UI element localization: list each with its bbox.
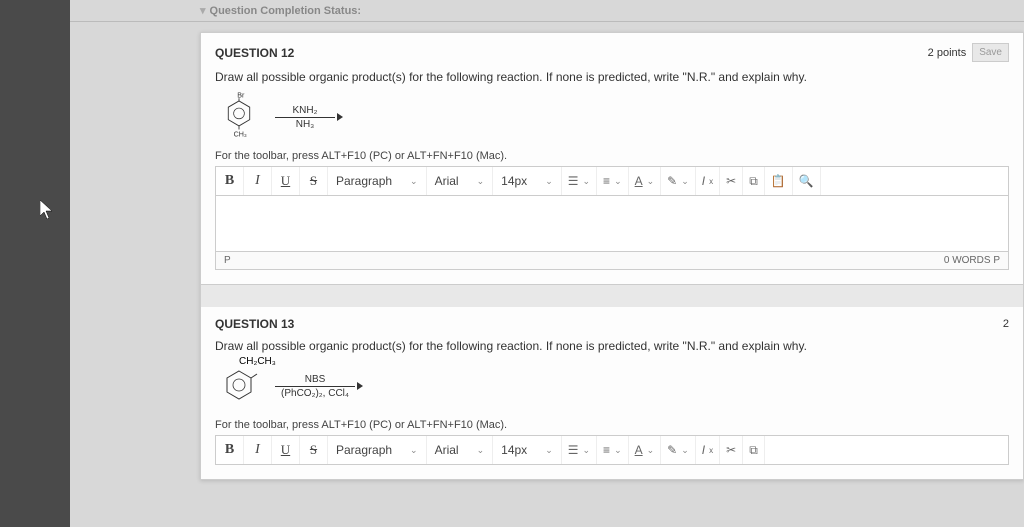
- highlight-button[interactable]: ✎⌄: [661, 167, 696, 195]
- bullet-list-button[interactable]: ☰⌄: [562, 436, 597, 464]
- question-prompt: Draw all possible organic product(s) for…: [215, 339, 1009, 353]
- number-list-button[interactable]: ≡⌄: [597, 167, 629, 195]
- number-list-button[interactable]: ≡⌄: [597, 436, 629, 464]
- answer-editor[interactable]: [215, 196, 1009, 252]
- questions-panel: QUESTION 12 2 points Save Draw all possi…: [200, 32, 1024, 480]
- underline-button[interactable]: U: [272, 436, 300, 464]
- clear-format-button[interactable]: Ix: [696, 167, 720, 195]
- bullet-list-button[interactable]: ☰⌄: [562, 167, 597, 195]
- text-color-button[interactable]: A⌄: [629, 436, 662, 464]
- page-container: ▾Question Completion Status: QUESTION 12…: [70, 0, 1024, 527]
- question-prompt: Draw all possible organic product(s) for…: [215, 70, 1009, 84]
- substituent-label: CH₂CH₃: [239, 356, 276, 367]
- bold-button[interactable]: B: [216, 167, 244, 195]
- editor-toolbar: B I U S Paragraph⌄ Arial⌄ 14px⌄ ☰⌄ ≡⌄ A⌄…: [215, 166, 1009, 196]
- italic-button[interactable]: I: [244, 167, 272, 195]
- toolbar-hint: For the toolbar, press ALT+F10 (PC) or A…: [215, 150, 1009, 162]
- toolbar-hint: For the toolbar, press ALT+F10 (PC) or A…: [215, 419, 1009, 431]
- points-badge: 2: [1003, 318, 1009, 330]
- text-color-button[interactable]: A⌄: [629, 167, 662, 195]
- svg-text:CH₃: CH₃: [234, 131, 247, 139]
- clear-format-button[interactable]: Ix: [696, 436, 720, 464]
- format-select[interactable]: Paragraph⌄: [328, 436, 427, 464]
- strike-button[interactable]: S: [300, 167, 328, 195]
- reagent-label: KNH₂ NH₃: [269, 105, 341, 130]
- mouse-cursor: [40, 200, 56, 225]
- bold-button[interactable]: B: [216, 436, 244, 464]
- editor-footer: P 0 WORDS P: [215, 252, 1009, 270]
- question-gap: [201, 285, 1023, 307]
- cut-button[interactable]: ✂: [720, 436, 743, 464]
- copy-button[interactable]: ⧉: [743, 167, 765, 195]
- underline-button[interactable]: U: [272, 167, 300, 195]
- question-12: QUESTION 12 2 points Save Draw all possi…: [201, 33, 1023, 285]
- italic-button[interactable]: I: [244, 436, 272, 464]
- reaction-scheme: Br CH₃ KNH₂ NH₃: [215, 92, 1009, 142]
- editor-toolbar: B I U S Paragraph⌄ Arial⌄ 14px⌄ ☰⌄ ≡⌄ A⌄…: [215, 435, 1009, 465]
- paste-button[interactable]: 📋: [765, 167, 793, 195]
- format-select[interactable]: Paragraph⌄: [328, 167, 427, 195]
- font-select[interactable]: Arial⌄: [427, 436, 494, 464]
- search-button[interactable]: 🔍: [793, 167, 821, 195]
- points-badge: 2 points Save: [928, 43, 1009, 62]
- size-select[interactable]: 14px⌄: [493, 436, 562, 464]
- highlight-button[interactable]: ✎⌄: [661, 436, 696, 464]
- question-title: QUESTION 13: [215, 317, 294, 331]
- path-indicator: P: [224, 255, 231, 266]
- molecule-icon: [219, 361, 259, 411]
- question-title: QUESTION 12: [215, 46, 294, 60]
- word-count: 0 WORDS P: [944, 255, 1000, 266]
- reaction-scheme: CH₂CH₃ NBS (PhCO₂)₂, CCl₄: [215, 361, 1009, 411]
- size-select[interactable]: 14px⌄: [493, 167, 562, 195]
- completion-status: ▾Question Completion Status:: [70, 0, 1024, 22]
- reagent-label: NBS (PhCO₂)₂, CCl₄: [269, 374, 361, 399]
- cut-button[interactable]: ✂: [720, 167, 743, 195]
- copy-button[interactable]: ⧉: [743, 436, 765, 464]
- svg-text:Br: Br: [237, 92, 245, 99]
- font-select[interactable]: Arial⌄: [427, 167, 494, 195]
- molecule-icon: Br CH₃: [219, 92, 259, 142]
- save-button[interactable]: Save: [972, 43, 1009, 62]
- question-13: QUESTION 13 2 Draw all possible organic …: [201, 307, 1023, 479]
- strike-button[interactable]: S: [300, 436, 328, 464]
